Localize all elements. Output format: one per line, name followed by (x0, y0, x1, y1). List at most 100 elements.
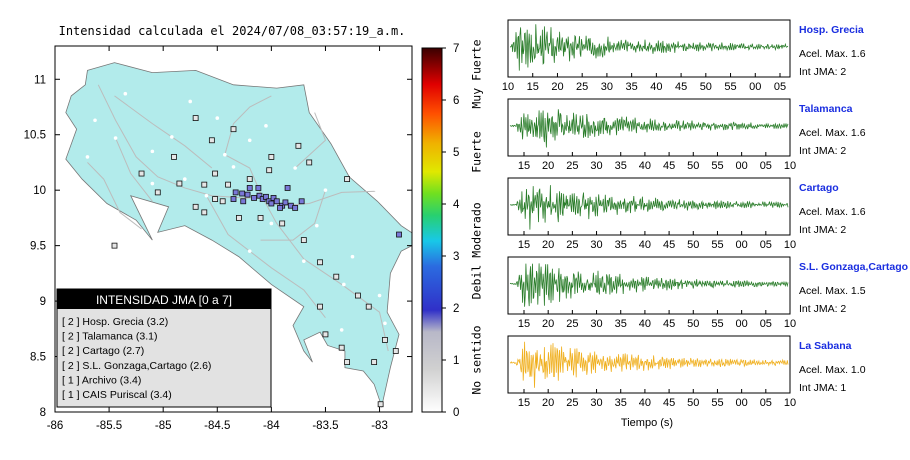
station-marker[interactable] (244, 191, 251, 198)
station-marker[interactable] (225, 181, 231, 188)
station-marker[interactable] (138, 170, 145, 177)
station-marker[interactable] (270, 195, 277, 201)
station-marker[interactable] (344, 359, 350, 365)
intensity-legend: INTENSIDAD JMA [0 a 7] [ 2 ] Hosp. Grecia… (56, 288, 272, 408)
colorbar-band-label: Muy Fuerte (470, 39, 484, 108)
station-marker[interactable] (240, 198, 247, 205)
station-marker[interactable] (355, 292, 361, 299)
station-marker[interactable] (230, 126, 237, 133)
seismogram-tick-label: 25 (566, 239, 578, 251)
station-marker[interactable] (295, 142, 302, 149)
station-marker[interactable] (263, 193, 269, 200)
city-dot (339, 328, 344, 332)
station-marker[interactable] (236, 215, 242, 221)
seismogram-tick-label: 35 (615, 397, 627, 409)
station-marker[interactable] (371, 359, 378, 365)
station-marker[interactable] (317, 259, 323, 266)
station-marker[interactable] (239, 190, 246, 197)
station-marker[interactable] (322, 331, 329, 338)
seismogram-tick-label: 00 (736, 239, 748, 251)
road-line (97, 84, 263, 199)
map-content (65, 62, 412, 408)
seismogram-tick-label: 25 (566, 397, 578, 409)
station-marker[interactable] (171, 154, 177, 160)
seismogram-tick-label: 55 (711, 318, 723, 330)
colorbar-tick-label: 3 (453, 251, 459, 263)
seismogram-tick-label: 25 (566, 318, 578, 330)
station-marker[interactable] (256, 192, 263, 199)
station-marker[interactable] (282, 199, 289, 206)
station-marker[interactable] (255, 185, 262, 191)
station-marker[interactable] (365, 303, 372, 310)
station-marker[interactable] (219, 198, 226, 205)
map-x-tick-label: -84.5 (204, 420, 230, 432)
station-marker[interactable] (212, 196, 219, 202)
station-marker[interactable] (111, 242, 118, 249)
road-line (260, 190, 326, 241)
legend-entry: [ 1 ] CAIS Puriscal (3.4) (62, 389, 172, 401)
station-marker[interactable] (201, 209, 208, 216)
city-dot (150, 149, 155, 154)
station-marker[interactable] (192, 115, 199, 121)
station-marker[interactable] (246, 185, 253, 191)
seismogram-accel-max: Acel. Max. 1.6 (799, 206, 866, 218)
station-marker[interactable] (268, 154, 275, 160)
seismogram-tick-label: 05 (760, 160, 772, 172)
station-marker[interactable] (317, 303, 323, 310)
city-dot (150, 181, 155, 186)
station-marker[interactable] (192, 203, 199, 210)
seismogram-tick-label: 30 (590, 397, 602, 409)
station-marker[interactable] (284, 185, 291, 191)
station-marker[interactable] (298, 198, 305, 205)
station-marker[interactable] (266, 167, 273, 174)
station-marker[interactable] (277, 205, 283, 211)
station-marker[interactable] (273, 198, 280, 205)
station-marker[interactable] (230, 196, 237, 202)
city-dot (264, 124, 268, 128)
seismogram-tick-label: 35 (615, 160, 627, 172)
station-marker[interactable] (396, 231, 402, 238)
station-marker[interactable] (392, 348, 399, 354)
station-marker[interactable] (333, 273, 340, 280)
station-marker[interactable] (232, 189, 239, 196)
city-dot (315, 223, 319, 228)
station-marker[interactable] (176, 180, 183, 187)
station-marker[interactable] (251, 195, 257, 201)
station-marker[interactable] (382, 337, 388, 343)
station-marker[interactable] (377, 401, 384, 408)
station-marker[interactable] (212, 170, 219, 177)
seismogram-tick-label: 30 (590, 318, 602, 330)
city-dot (113, 136, 118, 140)
station-marker[interactable] (306, 159, 313, 166)
station-marker[interactable] (338, 344, 345, 351)
seismogram-accel-max: Acel. Max. 1.6 (799, 127, 866, 139)
seismogram-int-jma: Int JMA: 1 (799, 382, 846, 394)
station-marker[interactable] (201, 181, 208, 188)
city-dot (215, 116, 220, 120)
city-dot (204, 193, 209, 198)
seismogram-int-jma: Int JMA: 2 (799, 145, 846, 157)
seismogram-tick-label: 40 (639, 160, 651, 172)
station-marker[interactable] (246, 176, 253, 182)
legend-entry: [ 2 ] Hosp. Grecia (3.2) (62, 316, 168, 328)
seismogram-station-name: Talamanca (799, 103, 853, 115)
seismogram-int-jma: Int JMA: 2 (799, 66, 846, 78)
road-line (87, 162, 142, 230)
station-marker[interactable] (344, 176, 350, 182)
station-marker[interactable] (292, 205, 299, 211)
station-marker[interactable] (268, 200, 275, 207)
seismogram-trace (509, 341, 789, 388)
seismogram-tick-label: 05 (760, 318, 772, 330)
seismogram-panel: 10 15 20 25 30 35 40 45 50 55 00 05 Hosp. Grecia Acel… (502, 19, 866, 93)
station-marker[interactable] (257, 215, 264, 221)
seismogram-tick-label: 00 (736, 160, 748, 172)
seismogram-tick-label: 55 (711, 397, 723, 409)
map-y-tick-label: 11 (34, 74, 46, 86)
seismogram-trace (509, 185, 789, 230)
station-marker[interactable] (208, 137, 215, 144)
station-marker[interactable] (154, 189, 161, 196)
seismogram-tick-label: 10 (784, 397, 796, 409)
station-marker[interactable] (279, 220, 286, 227)
colorbar-tick-label: 7 (453, 43, 459, 55)
station-marker[interactable] (300, 237, 307, 243)
